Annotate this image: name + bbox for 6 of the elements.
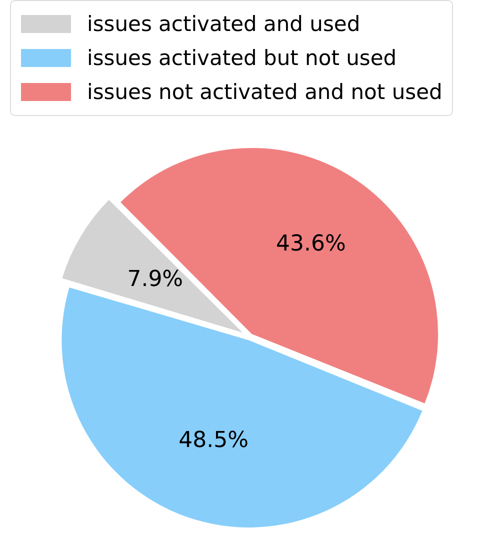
data-label: 48.5% bbox=[178, 428, 249, 453]
legend-label: issues activated and used bbox=[87, 12, 360, 36]
legend-label: issues activated but not used bbox=[87, 46, 397, 70]
data-label: 7.9% bbox=[127, 267, 184, 292]
legend-label: issues not activated and not used bbox=[87, 80, 442, 104]
data-label: 43.6% bbox=[276, 232, 346, 257]
